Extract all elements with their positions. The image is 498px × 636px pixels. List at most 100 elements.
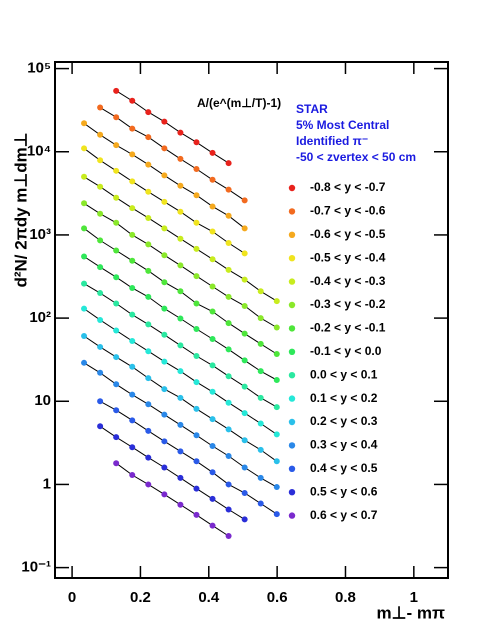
annotation: Identified π⁻: [296, 134, 368, 148]
data-point: [209, 228, 216, 235]
fit-line: [115, 90, 229, 164]
data-point: [241, 437, 248, 444]
data-point: [129, 125, 136, 132]
data-point: [241, 489, 248, 496]
data-point: [193, 511, 200, 518]
data-point: [81, 225, 88, 232]
data-point: [113, 327, 120, 334]
data-point: [145, 109, 152, 116]
data-point: [145, 427, 152, 434]
legend-label: 0.2 < y < 0.3: [310, 414, 378, 428]
data-point: [209, 469, 216, 476]
data-point: [225, 373, 232, 380]
data-point: [257, 420, 264, 427]
data-point: [113, 114, 120, 121]
data-point: [177, 182, 184, 189]
fit-line: [99, 107, 245, 201]
legend-marker: [288, 301, 296, 309]
data-point: [257, 288, 264, 295]
data-point: [145, 134, 152, 141]
data-point: [97, 264, 104, 271]
data-point: [161, 438, 168, 445]
data-point: [161, 252, 168, 259]
data-point: [209, 388, 216, 395]
data-point: [113, 300, 120, 307]
data-point: [273, 484, 280, 491]
y-axis-label: d²N/ 2πdy m⊥dm⊥: [11, 132, 30, 287]
data-point: [273, 324, 280, 331]
data-point: [161, 118, 168, 125]
data-point: [145, 321, 152, 328]
legend-marker: [288, 348, 296, 355]
x-tick-label: 0.2: [130, 589, 151, 606]
data-point: [145, 214, 152, 221]
legend-marker: [288, 184, 296, 192]
x-tick-label: 0.4: [198, 589, 220, 606]
data-point: [161, 464, 168, 471]
data-point: [113, 167, 120, 174]
data-point: [177, 155, 184, 162]
data-point: [193, 139, 200, 146]
data-point: [241, 276, 248, 283]
data-point: [241, 197, 248, 204]
data-point: [225, 212, 232, 219]
data-point: [241, 250, 248, 257]
data-point: [113, 247, 120, 254]
data-point: [161, 411, 168, 418]
data-point: [129, 338, 136, 345]
data-point: [113, 87, 120, 94]
data-point: [225, 481, 232, 488]
fit-label: A/(e^(m⊥/T)-1): [197, 96, 281, 110]
data-point: [97, 423, 104, 430]
data-point: [209, 176, 216, 183]
data-point: [113, 142, 120, 149]
data-point: [129, 97, 136, 104]
data-point: [161, 386, 168, 393]
data-point: [113, 354, 120, 361]
data-point: [113, 434, 120, 441]
data-point: [97, 210, 104, 217]
data-point: [193, 405, 200, 412]
data-point: [129, 471, 136, 478]
data-point: [225, 346, 232, 353]
data-point: [273, 458, 280, 465]
data-point: [177, 262, 184, 269]
data-point: [225, 399, 232, 406]
legend-marker: [288, 325, 296, 332]
x-tick-label: 1: [410, 589, 418, 606]
data-point: [81, 173, 88, 180]
y-tick-label: 10⁴: [27, 143, 51, 160]
data-point: [81, 305, 88, 312]
data-point: [97, 237, 104, 244]
data-point: [145, 267, 152, 274]
data-point: [81, 280, 88, 287]
data-point: [129, 151, 136, 158]
x-tick-label: 0.8: [335, 589, 356, 606]
data-point: [177, 288, 184, 295]
data-point: [241, 225, 248, 232]
data-point: [225, 293, 232, 300]
x-axis-label: m⊥- mπ: [377, 603, 445, 622]
data-point: [97, 398, 104, 405]
legend-label: -0.7 < y < -0.6: [310, 204, 386, 218]
data-point: [97, 316, 104, 323]
data-point: [241, 383, 248, 390]
data-point: [209, 442, 216, 449]
annotation: 5% Most Central: [296, 118, 389, 132]
data-point: [225, 160, 232, 167]
y-tick-label: 10⁻¹: [21, 559, 51, 576]
data-point: [177, 448, 184, 455]
data-point: [177, 394, 184, 401]
data-point: [97, 290, 104, 297]
legend-marker: [288, 395, 296, 402]
data-point: [177, 474, 184, 481]
data-point: [113, 460, 120, 467]
data-point: [161, 358, 168, 365]
data-point: [81, 200, 88, 207]
data-point: [273, 431, 280, 438]
legend-marker: [288, 231, 296, 238]
data-point: [161, 225, 168, 232]
data-point: [193, 245, 200, 252]
data-point: [129, 444, 136, 451]
data-point: [273, 511, 280, 518]
